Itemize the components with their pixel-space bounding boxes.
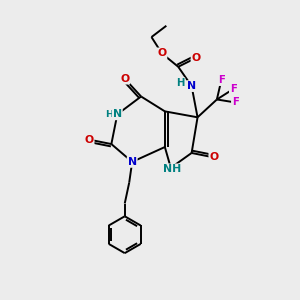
Text: O: O — [209, 152, 218, 162]
Text: N: N — [187, 81, 196, 91]
Text: F: F — [218, 75, 225, 85]
Text: O: O — [191, 53, 201, 63]
Text: F: F — [230, 84, 237, 94]
Text: F: F — [232, 98, 239, 107]
Text: O: O — [157, 48, 167, 59]
Text: N: N — [113, 109, 122, 119]
Text: H: H — [176, 78, 184, 88]
Text: O: O — [120, 74, 129, 84]
Text: O: O — [85, 135, 94, 145]
Text: H: H — [105, 110, 113, 119]
Text: N: N — [128, 157, 137, 167]
Text: NH: NH — [163, 164, 182, 174]
